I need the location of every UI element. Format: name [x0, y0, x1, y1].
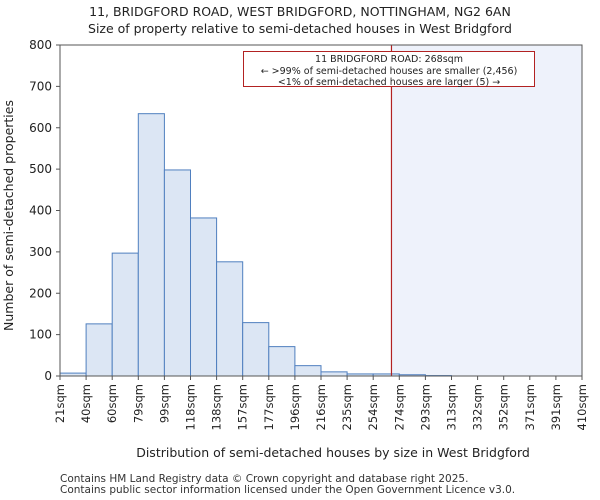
y-tick-label-700: 700 [29, 79, 52, 93]
bar-216sqm [320, 371, 348, 377]
x-tick-label-138sqm: 138sqm [210, 384, 224, 430]
x-tick-label-235sqm: 235sqm [340, 384, 354, 430]
x-tick-label-118sqm: 118sqm [184, 384, 198, 430]
y-tick-label-600: 600 [29, 121, 52, 135]
y-tick-label-200: 200 [29, 286, 52, 300]
x-tick-label-40sqm: 40sqm [79, 384, 93, 423]
bar-157sqm [242, 322, 270, 377]
x-tick-label-254sqm: 254sqm [366, 384, 380, 430]
x-tick-label-196sqm: 196sqm [288, 384, 302, 430]
y-tick-label-100: 100 [29, 328, 52, 342]
bar-99sqm [163, 169, 191, 377]
x-tick-label-371sqm: 371sqm [523, 384, 537, 430]
x-tick-label-410sqm: 410sqm [575, 384, 589, 430]
bar-79sqm [137, 113, 165, 377]
x-tick-label-21sqm: 21sqm [53, 384, 67, 423]
annotation-box: 11 BRIDGFORD ROAD: 268sqm ← >99% of semi… [243, 51, 535, 88]
chart-subtitle: Size of property relative to semi-detach… [88, 21, 512, 36]
bar-177sqm [268, 346, 296, 377]
bar-118sqm [190, 217, 218, 377]
footer-line-2: Contains public sector information licen… [60, 484, 516, 496]
bar-40sqm [85, 323, 113, 377]
y-axis-label: Number of semi-detached properties [1, 100, 16, 331]
x-tick-label-391sqm: 391sqm [549, 384, 563, 430]
x-tick-label-79sqm: 79sqm [131, 384, 145, 423]
bar-60sqm [111, 252, 139, 377]
y-tick-label-400: 400 [29, 204, 52, 218]
y-tick-label-800: 800 [29, 38, 52, 52]
x-tick-label-332sqm: 332sqm [471, 384, 485, 430]
x-tick-label-216sqm: 216sqm [314, 384, 328, 430]
x-tick-label-293sqm: 293sqm [418, 384, 432, 430]
x-axis-label: Distribution of semi-detached houses by … [136, 445, 530, 460]
annotation-line-3: <1% of semi-detached houses are larger (… [277, 77, 501, 88]
x-tick-label-157sqm: 157sqm [236, 384, 250, 430]
chart-title: 11, BRIDGFORD ROAD, WEST BRIDGFORD, NOTT… [89, 4, 511, 19]
y-tick-label-0: 0 [44, 369, 52, 383]
y-tick-label-300: 300 [29, 245, 52, 259]
footer-line-1: Contains HM Land Registry data © Crown c… [60, 473, 469, 485]
bar-138sqm [216, 261, 244, 377]
x-tick-label-60sqm: 60sqm [105, 384, 119, 423]
annotation-line-1: 11 BRIDGFORD ROAD: 268sqm [315, 54, 463, 65]
x-tick-label-352sqm: 352sqm [497, 384, 511, 430]
x-tick-label-177sqm: 177sqm [262, 384, 276, 430]
larger-region-shade [391, 45, 582, 376]
x-tick-label-99sqm: 99sqm [157, 384, 171, 423]
x-tick-label-274sqm: 274sqm [392, 384, 406, 430]
annotation-line-2: ← >99% of semi-detached houses are small… [260, 65, 518, 77]
bar-196sqm [294, 365, 322, 377]
x-tick-label-313sqm: 313sqm [445, 384, 459, 430]
y-tick-label-500: 500 [29, 162, 52, 176]
